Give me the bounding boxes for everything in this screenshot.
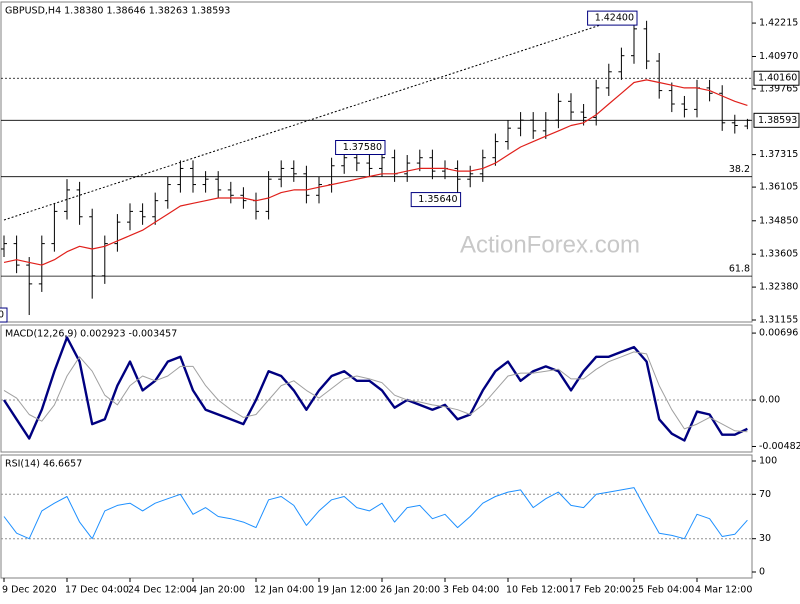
y-tick-label: 1.31155 [759,314,798,325]
x-tick-label: 19 Jan 12:00 [317,585,377,596]
x-tick-label: 3 Feb 04:00 [443,585,499,596]
panel-title: RSI(14) 46.6657 [5,459,82,470]
price-label: 1.35640 [418,194,457,205]
y-tick-label: 1.34850 [759,215,798,226]
macd-panel [0,324,753,453]
level-tag [753,70,800,86]
series-line [3,351,748,433]
price-label-box [335,140,386,156]
x-tick-label: 17 Feb 20:00 [569,585,631,596]
price-label-box [587,10,638,26]
x-tick-label: 17 Dec 04:00 [65,585,129,596]
panel-title: GBPUSD,H4 1.38380 1.38646 1.38263 1.3859… [5,6,230,17]
y-tick-label: 1.40970 [759,51,798,62]
x-tick-label: 10 Feb 12:00 [506,585,568,596]
x-tick-label: 12 Jan 04:00 [254,585,314,596]
y-tick-label: -0.004826 [759,441,800,452]
x-tick-label: 26 Jan 20:00 [380,585,440,596]
x-tick-label: 4 Mar 12:00 [695,585,752,596]
y-tick-label: 0 [759,567,765,578]
level-tag-label: 1.40160 [758,73,797,84]
series-line [3,79,748,266]
level-tag [753,112,800,128]
y-tick-label: 100 [759,455,777,466]
price-label: 1.42400 [595,13,634,24]
series-line [3,487,748,540]
level-label: 61.8 [729,264,750,275]
panel-title: MACD(12,26,9) 0.002923 -0.003457 [5,329,177,340]
x-tick-label: 9 Dec 2020 [2,585,57,596]
level-label: 38.2 [729,164,750,175]
y-tick-label: 1.36105 [759,182,798,193]
price-label-box [0,307,8,323]
level-tag-label: 1.38593 [758,115,797,126]
price-label-box [410,192,462,208]
x-tick-label: 24 Dec 12:00 [128,585,192,596]
y-tick-label: 30 [759,533,771,544]
y-tick-label: 1.39765 [759,83,798,94]
x-tick-label: 25 Feb 04:00 [632,585,694,596]
rsi-panel [0,454,753,579]
watermark: ActionForex.com [460,231,640,258]
series-line [2,336,748,442]
price-panel [0,1,753,323]
price-label: 40 [0,310,4,321]
y-tick-label: 70 [759,489,771,500]
trend-line [3,17,623,221]
y-tick-label: 0.00696 [759,328,798,339]
y-tick-label: 1.37315 [759,149,798,160]
y-tick-label: 1.32380 [759,282,798,293]
y-tick-label: 1.33605 [759,249,798,260]
price-label: 1.37580 [343,142,382,153]
x-tick-label: 4 Jan 20:00 [191,585,245,596]
y-tick-label: 1.42215 [759,18,798,29]
y-tick-label: 0.00 [759,395,780,406]
